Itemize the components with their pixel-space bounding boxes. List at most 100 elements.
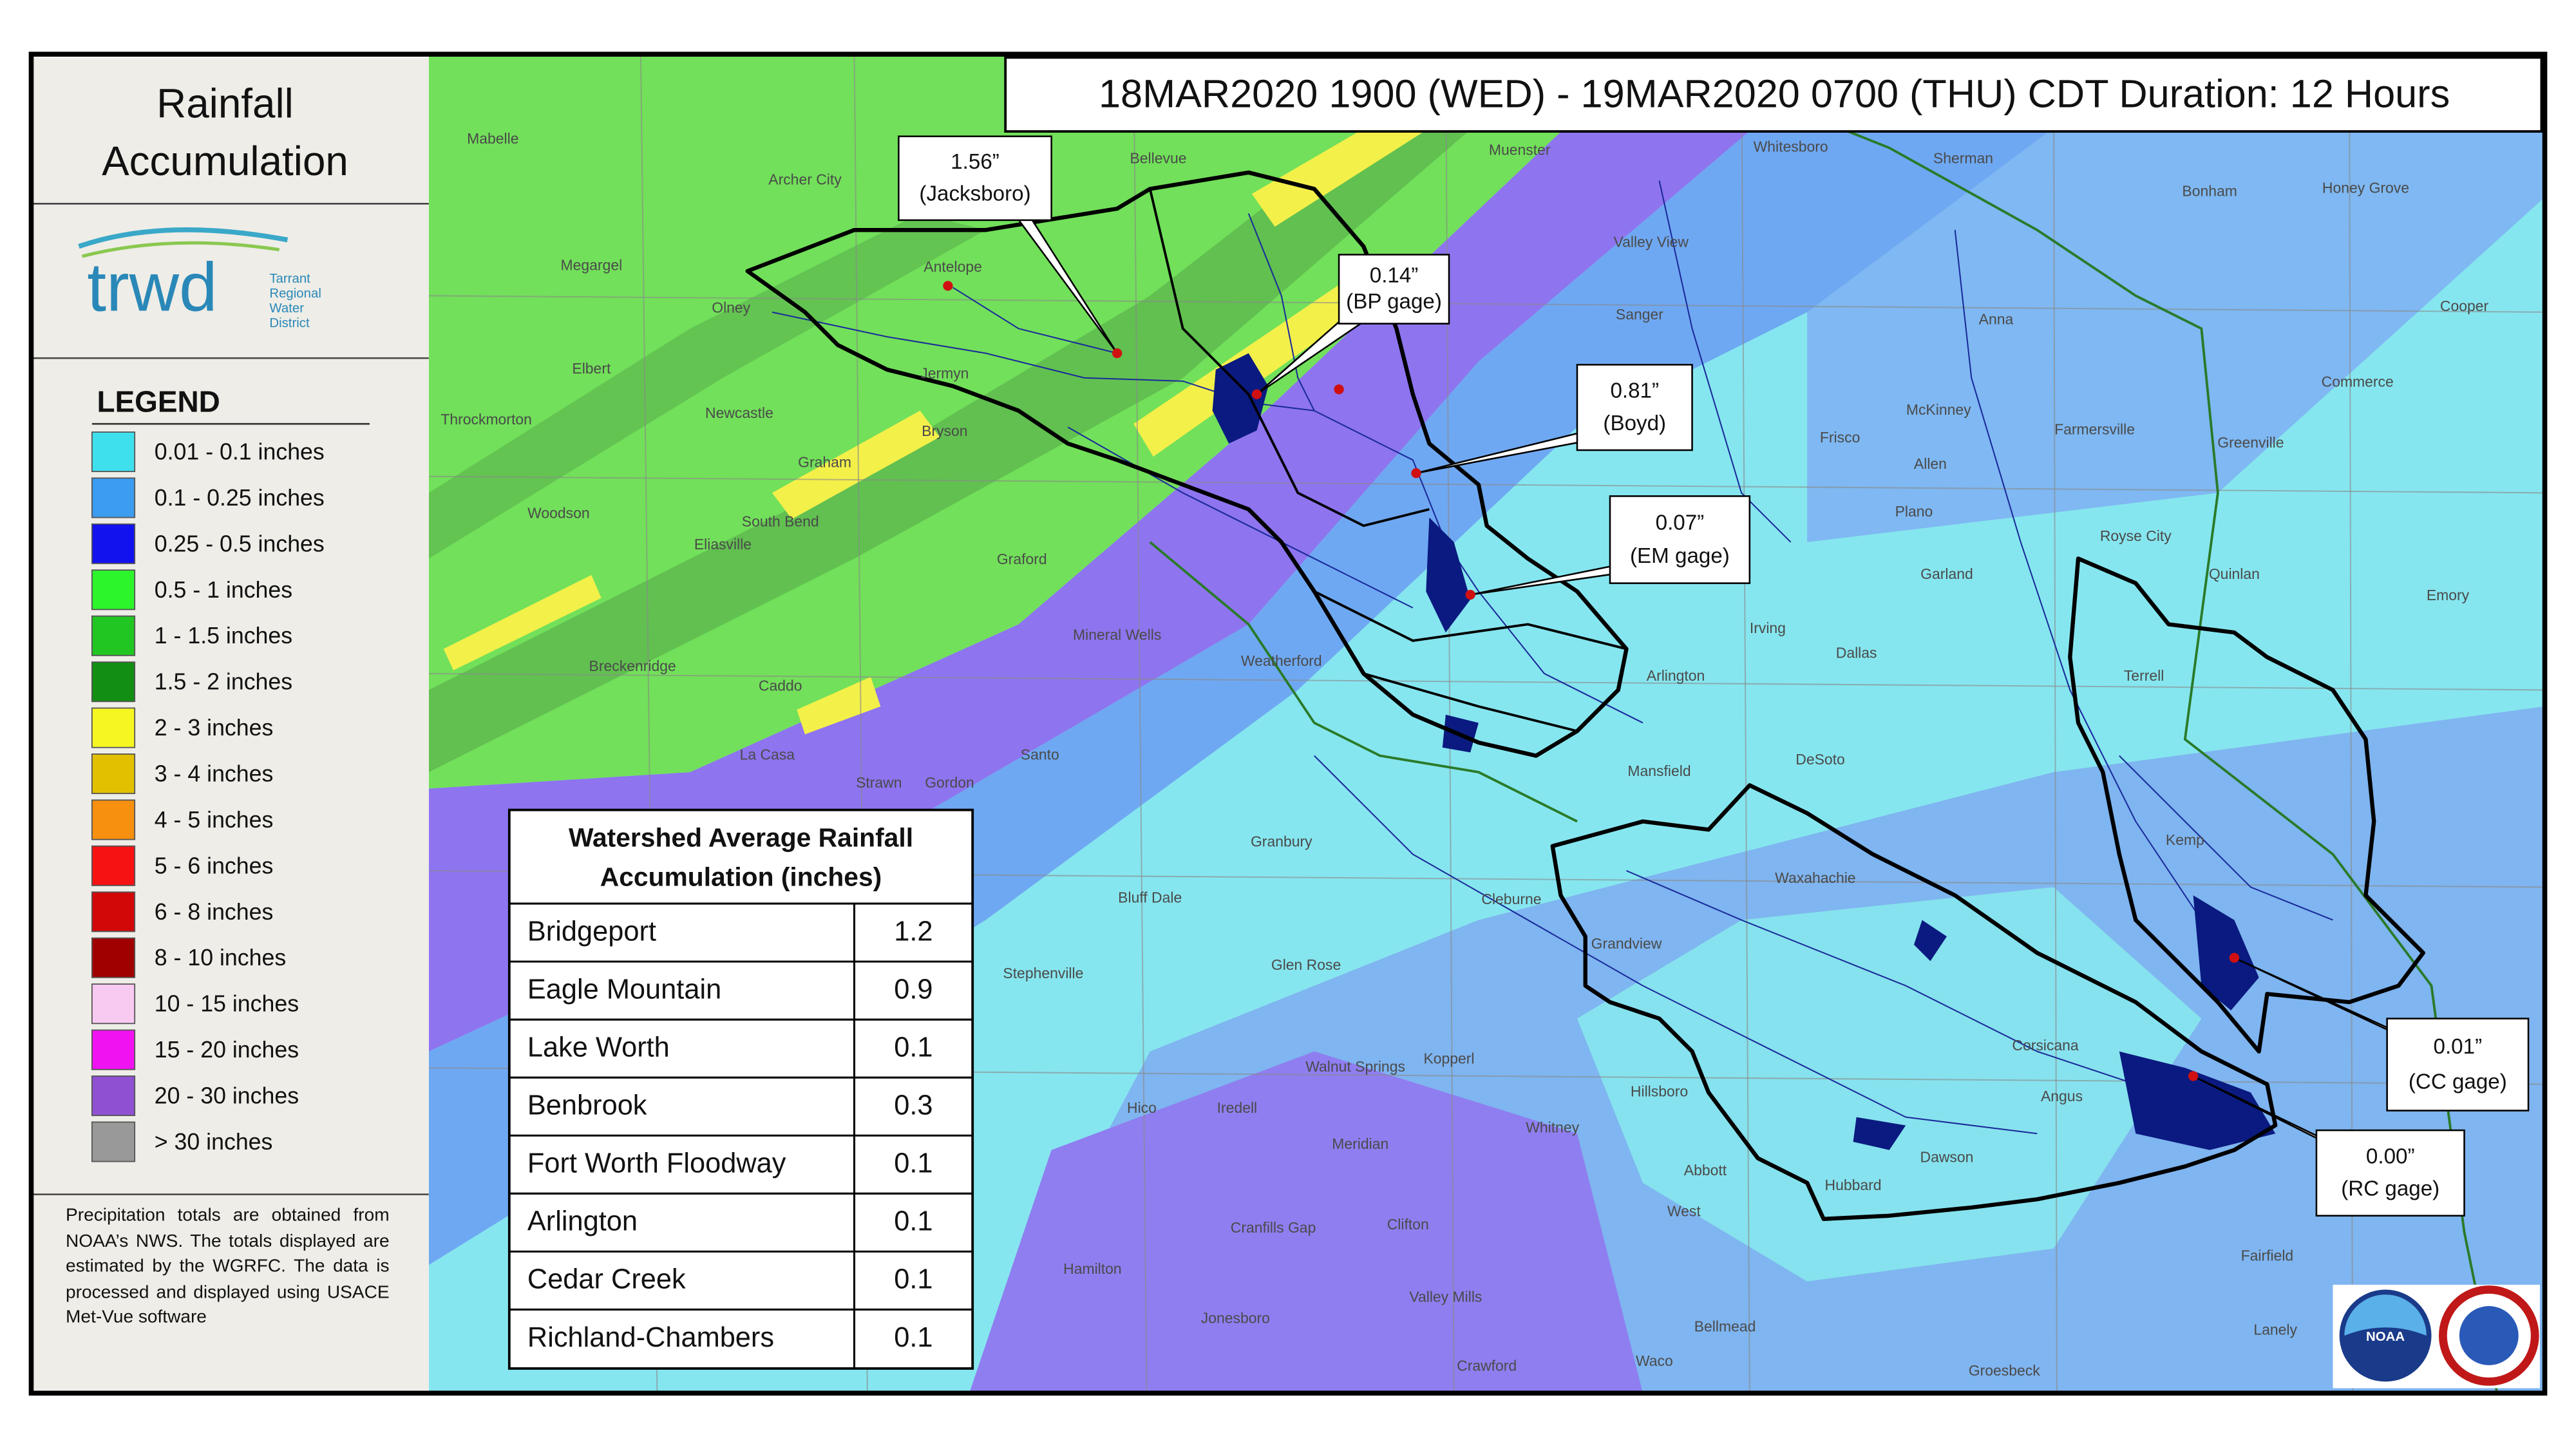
town-label: Strawn bbox=[856, 774, 902, 791]
town-label: Caddo bbox=[759, 677, 802, 694]
sub-watershed bbox=[1313, 590, 1627, 650]
nws-logo-core bbox=[2459, 1306, 2519, 1365]
map: Mabelle Archer City Bellevue Muenster Whites… bbox=[428, 54, 2545, 1394]
callout-value: 0.00” bbox=[2366, 1144, 2415, 1168]
gage-point bbox=[1334, 384, 1344, 395]
town-label: Abbott bbox=[1684, 1162, 1727, 1179]
town-label: Woodson bbox=[527, 505, 590, 522]
town-label: Dallas bbox=[1836, 644, 1877, 661]
legend-swatch bbox=[91, 523, 136, 564]
watershed-name: Arlington bbox=[527, 1206, 638, 1237]
callout-box bbox=[1338, 254, 1450, 325]
gage-point bbox=[943, 281, 953, 291]
legend-swatch bbox=[91, 661, 136, 703]
town-label: Mansfield bbox=[1627, 762, 1690, 779]
watershed-value: 1.2 bbox=[894, 916, 933, 947]
legend-label: 2 - 3 inches bbox=[155, 715, 274, 741]
sub-watershed bbox=[1148, 188, 1430, 527]
legend-label: 15 - 20 inches bbox=[155, 1037, 299, 1063]
town-label: Honey Grove bbox=[2322, 179, 2409, 196]
legend-swatch bbox=[91, 937, 136, 978]
logo-text: Tarrant bbox=[269, 272, 310, 286]
watershed-value: 0.3 bbox=[894, 1090, 933, 1121]
town-label: Fairfield bbox=[2241, 1247, 2294, 1264]
logo-text: Water bbox=[269, 301, 304, 316]
lake bbox=[1913, 920, 1947, 961]
gage-point bbox=[1465, 589, 1475, 600]
town-label: Bonham bbox=[2182, 183, 2237, 200]
watershed-value: 0.9 bbox=[894, 974, 933, 1005]
watershed-name: Lake Worth bbox=[527, 1032, 670, 1063]
town-label: Garland bbox=[1920, 565, 1973, 582]
legend-label: 0.1 - 0.25 inches bbox=[155, 485, 325, 511]
logo-wave bbox=[78, 227, 289, 249]
town-label: Kemp bbox=[2166, 831, 2204, 848]
logo-wave bbox=[81, 241, 280, 258]
town-label: Hubbard bbox=[1825, 1177, 1882, 1193]
rain-yellow bbox=[797, 677, 881, 735]
town-label: Newcastle bbox=[705, 404, 773, 421]
rain-purple-south bbox=[969, 1051, 1643, 1394]
watershed-name: Eagle Mountain bbox=[527, 974, 721, 1005]
legend-label: 6 - 8 inches bbox=[155, 899, 274, 925]
callout-place: (RC gage) bbox=[2341, 1177, 2439, 1201]
table-title: Accumulation (inches) bbox=[600, 862, 882, 892]
callout-box bbox=[2315, 1129, 2465, 1217]
callout-box bbox=[898, 135, 1052, 222]
noaa-logo-text: NOAA bbox=[2366, 1330, 2405, 1344]
disclaimer-note: Precipitation totals are obtained from N… bbox=[66, 1206, 390, 1328]
lake bbox=[2193, 895, 2259, 1010]
sidebar-title: Accumulation bbox=[102, 138, 348, 184]
legend-label: 1.5 - 2 inches bbox=[155, 669, 292, 695]
town-label: Crawford bbox=[1457, 1358, 1517, 1374]
town-label: Walnut Springs bbox=[1305, 1058, 1405, 1075]
callout-place: (Jacksboro) bbox=[919, 182, 1030, 206]
watershed-boundary bbox=[1550, 783, 2278, 1222]
basin-boundary bbox=[1149, 541, 1578, 823]
town-label: Stephenville bbox=[1003, 965, 1083, 981]
rain-light-blue bbox=[1807, 54, 2545, 542]
watershed-name: Benbrook bbox=[527, 1090, 647, 1121]
rain-yellow bbox=[1251, 102, 1430, 227]
legend-label: 1 - 1.5 inches bbox=[155, 623, 292, 649]
town-label: Quinlan bbox=[2209, 565, 2260, 582]
overlays: 18MAR2020 1900 (WED) - 19MAR2020 0700 (T… bbox=[507, 56, 2543, 1388]
noaa-logo-sky bbox=[2344, 1294, 2427, 1336]
legend-label: 0.01 - 0.1 inches bbox=[155, 439, 325, 465]
callout-box bbox=[1576, 364, 1693, 451]
town-label: Bellevue bbox=[1130, 150, 1186, 167]
river bbox=[1642, 985, 2038, 1135]
rain-cyan-south bbox=[1577, 887, 2202, 1282]
town-label: Emory bbox=[2427, 587, 2470, 603]
callout-place: (BP gage) bbox=[1346, 290, 1442, 314]
callout-box bbox=[2386, 1018, 2530, 1112]
town-label: Bryson bbox=[922, 422, 967, 439]
county-line bbox=[2052, 54, 2058, 1394]
town-label: Waco bbox=[1636, 1352, 1673, 1369]
legend-label: 0.25 - 0.5 inches bbox=[155, 531, 325, 556]
watershed-name: Richland-Chambers bbox=[527, 1322, 774, 1353]
legend-title: LEGEND bbox=[97, 385, 220, 419]
town-label: South Bend bbox=[742, 513, 819, 529]
town-label: Sanger bbox=[1616, 306, 1663, 323]
town-label: West bbox=[1667, 1203, 1701, 1220]
town-label: Hamilton bbox=[1063, 1260, 1122, 1277]
town-label: Royse City bbox=[2100, 527, 2172, 544]
town-label: Mineral Wells bbox=[1073, 626, 1161, 643]
town-label: Olney bbox=[712, 299, 750, 316]
town-label: Elbert bbox=[572, 360, 611, 377]
town-label: Muenster bbox=[1489, 142, 1551, 158]
town-label: Anna bbox=[1979, 311, 2014, 328]
sidebar-title: Rainfall bbox=[156, 80, 294, 127]
table-title: Watershed Average Rainfall bbox=[569, 822, 913, 852]
legend-swatch bbox=[91, 477, 136, 518]
town-label: Valley View bbox=[1614, 234, 1689, 251]
legend-swatch bbox=[91, 569, 136, 611]
river bbox=[1626, 870, 2136, 1085]
county-line bbox=[1133, 54, 1148, 1394]
callout-place: (CC gage) bbox=[2409, 1070, 2507, 1094]
legend-swatch bbox=[91, 845, 136, 886]
legend-swatch bbox=[91, 799, 136, 840]
callout-value: 0.14” bbox=[1370, 263, 1419, 287]
town-label: Dawson bbox=[1920, 1149, 1974, 1166]
